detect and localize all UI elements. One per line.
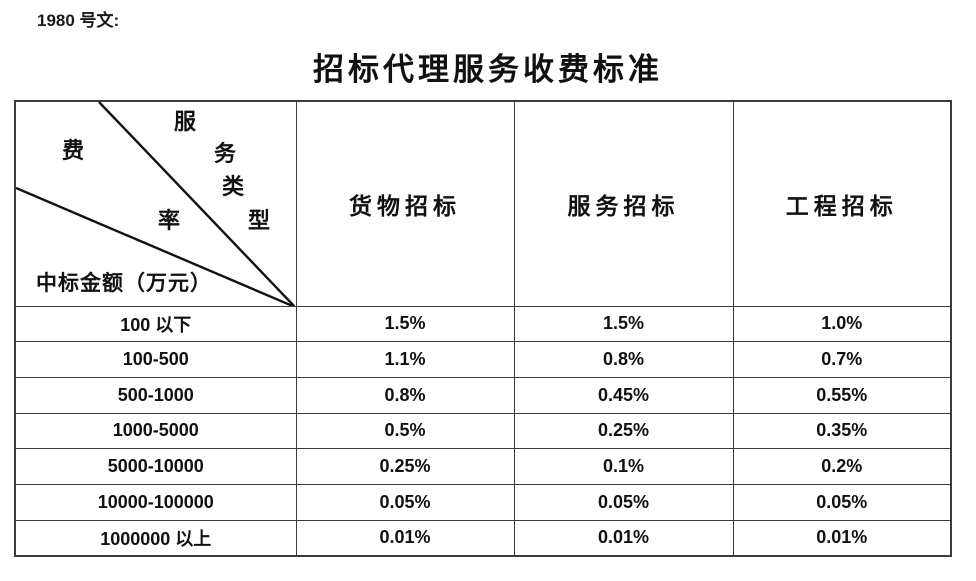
column-header-goods: 货物招标 — [295, 100, 515, 307]
table-row: 1000000 以上 0.01% 0.01% 0.01% — [14, 519, 952, 557]
doc-reference: 1980 号文: — [37, 11, 120, 30]
cell-services-rate: 0.45% — [513, 376, 734, 414]
page-title: 招标代理服务收费标准 — [313, 52, 663, 87]
cell-engineering-rate: 0.2% — [732, 448, 952, 485]
table-row: 100 以下 1.5% 1.5% 1.0% — [14, 305, 952, 343]
cell-goods-rate: 0.01% — [295, 519, 515, 557]
row-label-amount-range: 10000-100000 — [14, 483, 297, 521]
fee-standard-table: 费 服 务 类 型 率 中标金额（万元） 货物招标 服务招标 工程招标 100 … — [14, 100, 952, 557]
cell-engineering-rate: 0.01% — [732, 519, 952, 557]
cell-services-rate: 0.01% — [513, 519, 734, 557]
row-label-amount-range: 100 以下 — [14, 305, 297, 343]
table-header-row: 费 服 务 类 型 率 中标金额（万元） 货物招标 服务招标 工程招标 — [14, 100, 952, 307]
table-row: 500-1000 0.8% 0.45% 0.55% — [14, 376, 952, 414]
row-label-amount-range: 500-1000 — [14, 376, 297, 414]
column-header-engineering: 工程招标 — [732, 100, 952, 307]
cell-engineering-rate: 1.0% — [732, 305, 952, 343]
cell-services-rate: 1.5% — [513, 305, 734, 343]
cell-services-rate: 0.25% — [513, 412, 734, 450]
row-label-amount-range: 1000000 以上 — [14, 519, 297, 557]
cell-services-rate: 0.1% — [513, 448, 734, 485]
row-label-amount-range: 1000-5000 — [14, 412, 297, 450]
corner-label-rate: 率 — [158, 208, 181, 233]
cell-goods-rate: 0.25% — [295, 448, 515, 485]
table-row: 5000-10000 0.25% 0.1% 0.2% — [14, 448, 952, 485]
corner-label-service-3: 类 — [222, 174, 245, 199]
diagonal-divider-lines — [16, 102, 295, 305]
corner-label-service-4: 型 — [248, 208, 271, 233]
cell-services-rate: 0.05% — [513, 483, 734, 521]
corner-label-fee: 费 — [62, 138, 85, 163]
cell-goods-rate: 0.05% — [295, 483, 515, 521]
corner-label-service-2: 务 — [214, 141, 237, 166]
table-row: 1000-5000 0.5% 0.25% 0.35% — [14, 412, 952, 450]
row-label-amount-range: 5000-10000 — [14, 448, 297, 485]
column-header-services: 服务招标 — [513, 100, 734, 307]
cell-goods-rate: 0.8% — [295, 376, 515, 414]
cell-goods-rate: 0.5% — [295, 412, 515, 450]
table-corner-cell: 费 服 务 类 型 率 中标金额（万元） — [14, 100, 297, 307]
cell-engineering-rate: 0.7% — [732, 341, 952, 378]
cell-goods-rate: 1.5% — [295, 305, 515, 343]
row-label-amount-range: 100-500 — [14, 341, 297, 378]
corner-label-bid-amount: 中标金额（万元） — [36, 271, 212, 295]
cell-engineering-rate: 0.55% — [732, 376, 952, 414]
cell-engineering-rate: 0.05% — [732, 483, 952, 521]
cell-services-rate: 0.8% — [513, 341, 734, 378]
table-row: 10000-100000 0.05% 0.05% 0.05% — [14, 483, 952, 521]
cell-engineering-rate: 0.35% — [732, 412, 952, 450]
cell-goods-rate: 1.1% — [295, 341, 515, 378]
corner-label-service-1: 服 — [174, 109, 197, 134]
table-row: 100-500 1.1% 0.8% 0.7% — [14, 341, 952, 378]
